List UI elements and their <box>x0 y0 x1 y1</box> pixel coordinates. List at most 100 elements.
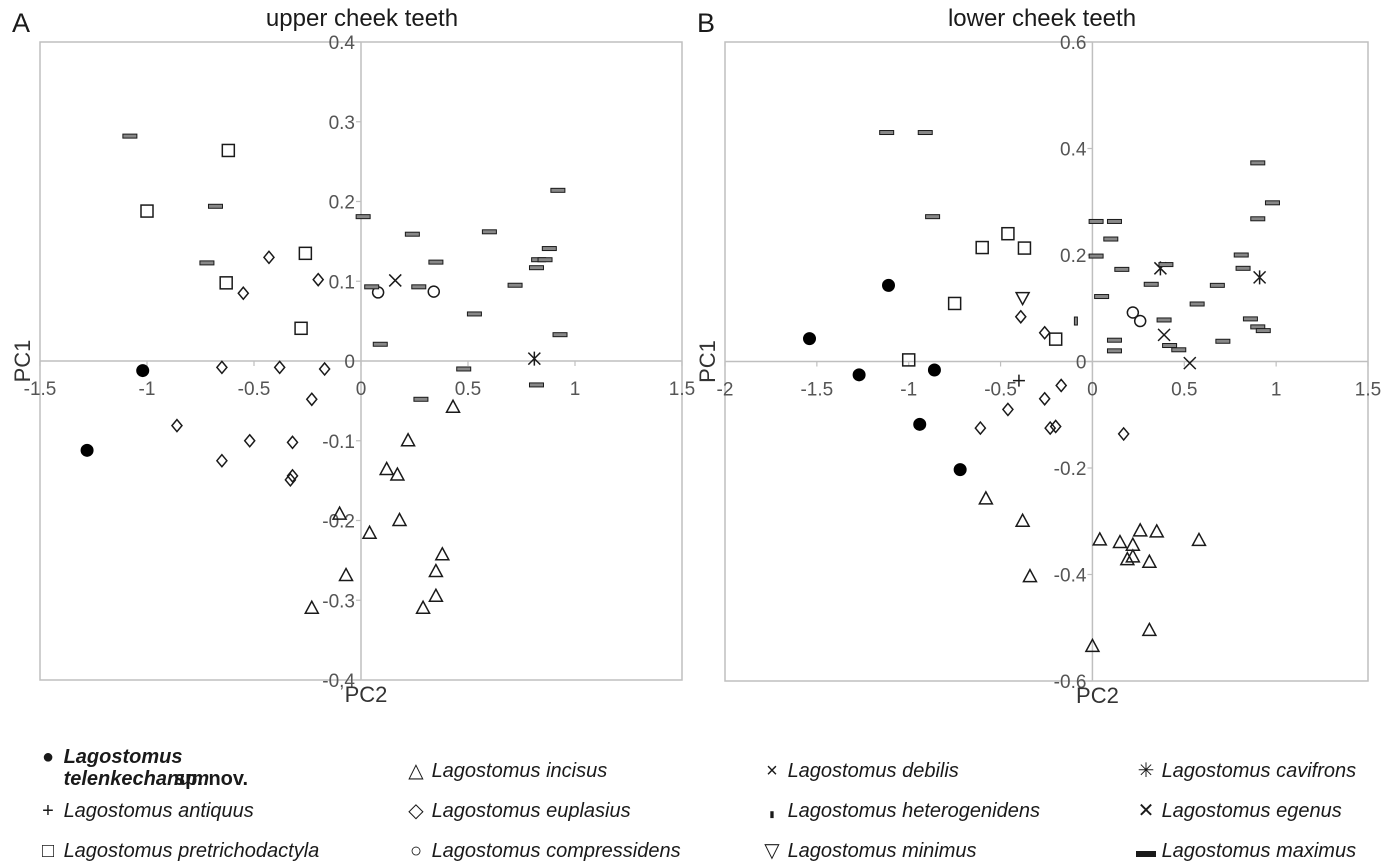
y-tick-label: 0.2 <box>1060 246 1086 267</box>
data-point-diamond <box>263 250 275 265</box>
data-point-bar <box>372 341 388 347</box>
panel-letter: A <box>12 8 30 38</box>
data-point-circle <box>1133 314 1147 328</box>
filled-circle-icon: ● <box>41 746 55 768</box>
data-point-bar <box>1215 338 1231 344</box>
x-tick-label: -1.5 <box>800 380 833 401</box>
x-axis-label: PC2 <box>345 682 388 707</box>
y-tick-label: -0.2 <box>322 512 355 533</box>
data-point-diamond <box>1055 378 1068 393</box>
data-point-square <box>140 204 154 218</box>
data-point-bar <box>1250 216 1266 222</box>
data-point-diamond <box>170 418 183 433</box>
data-point-bar <box>199 260 215 266</box>
data-point-bar <box>1106 337 1122 343</box>
y-tick-label: -0.6 <box>1054 672 1087 693</box>
data-point-triangle <box>391 511 408 527</box>
asterisk-icon: ✳ <box>1137 760 1155 782</box>
data-point-diamond <box>1014 309 1027 324</box>
plus-icon: + <box>42 800 54 822</box>
y-tick-label: 0 <box>1076 353 1087 374</box>
data-point-bar <box>1250 160 1266 166</box>
data-point-diamond <box>243 433 256 448</box>
data-point-square <box>294 321 308 336</box>
data-point-triangle <box>1191 531 1207 547</box>
data-point-bar <box>507 282 523 288</box>
x-tick-label: 1.5 <box>669 379 695 400</box>
data-point-triangle <box>338 566 354 582</box>
data-point-bar <box>1143 281 1159 287</box>
data-point-triangle <box>415 599 431 614</box>
small-bar-icon: ▮ <box>769 809 775 819</box>
data-point-square <box>1017 241 1032 255</box>
y-axis-label: PC1 <box>10 340 35 383</box>
data-point-bar <box>364 284 380 290</box>
data-point-square <box>221 143 236 158</box>
legend-item-antiquus: + Lagostomus antiquus <box>38 800 254 822</box>
data-point-triangle <box>304 599 320 614</box>
data-point-bar <box>537 257 553 263</box>
data-point-bar <box>207 203 223 209</box>
data-point-bar <box>528 382 544 388</box>
data-point-filled-circle <box>913 417 927 431</box>
legend-label: Lagostomus telenkechanum <box>63 746 210 790</box>
data-point-square <box>1048 332 1063 346</box>
data-point-diamond <box>286 435 299 450</box>
data-point-triangle <box>378 460 395 476</box>
data-point-circle <box>427 285 441 298</box>
data-point-bar <box>1088 218 1104 224</box>
data-point-bar <box>1171 347 1187 353</box>
data-point-bar <box>1242 316 1258 322</box>
data-point-triangle <box>978 490 994 505</box>
y-tick-label: 0.6 <box>1060 33 1086 54</box>
data-point-bar <box>1106 218 1122 224</box>
data-point-asterisk <box>527 351 541 366</box>
data-point-triangle <box>400 432 416 447</box>
x-tick-label: -1.5 <box>24 379 57 400</box>
y-tick-label: -0.3 <box>322 591 355 612</box>
data-point-diamond <box>1038 391 1051 406</box>
x-tick-label: -1 <box>900 380 917 401</box>
y-tick-label: 0 <box>344 352 355 373</box>
data-point-diamond <box>1117 426 1130 442</box>
data-point-triangle <box>1084 637 1101 653</box>
data-point-bar <box>413 396 429 402</box>
x-tick-label: -2 <box>717 380 734 401</box>
y-tick-label: 0.3 <box>329 113 355 134</box>
data-point-diamond <box>286 468 299 484</box>
x-tick-label: 0 <box>1087 380 1098 401</box>
legend-item-debilis: × Lagostomus debilis <box>762 760 959 782</box>
legend-item-euplasius: ◇ Lagostomus euplasius <box>406 800 630 822</box>
data-point-diamond <box>312 272 325 287</box>
x-tick-label: 0 <box>356 379 367 400</box>
x-tick-label: 1.5 <box>1355 380 1381 401</box>
legend-item-maximus: ▬ Lagostomus maximus <box>1136 840 1356 862</box>
data-point-bar <box>355 214 371 220</box>
data-point-square <box>1001 226 1015 241</box>
data-point-triangle <box>1112 533 1128 549</box>
y-tick-label: -0.2 <box>1054 459 1087 480</box>
data-point-diamond <box>305 392 318 407</box>
data-point-diamond <box>1044 420 1057 436</box>
data-point-bar <box>528 265 544 271</box>
data-point-plus <box>1012 374 1025 387</box>
data-point-bar <box>466 311 482 317</box>
data-point-diamond <box>1001 402 1014 417</box>
data-point-bar <box>552 332 568 338</box>
data-point-x <box>388 273 402 287</box>
data-point-triangle <box>434 546 451 561</box>
data-point-bar <box>925 214 941 220</box>
data-point-bar <box>1209 282 1225 288</box>
data-point-triangle <box>361 524 378 540</box>
data-point-bar <box>1156 317 1172 323</box>
data-point-inverted-triangle <box>1014 291 1031 307</box>
data-point-triangle <box>331 505 348 520</box>
y-tick-label: 0.4 <box>329 33 356 54</box>
legend-item-egenus: ✕ Lagostomus egenus <box>1136 800 1342 822</box>
data-point-bar <box>122 133 138 139</box>
panel-title: upper cheek teeth <box>266 5 458 32</box>
data-point-diamond <box>1049 419 1062 434</box>
legend-label: Lagostomus compressidens <box>431 840 681 862</box>
data-point-bar <box>1264 200 1280 206</box>
legend-item-heterogenidens: ▮ Lagostomus heterogenidens <box>762 800 1040 825</box>
